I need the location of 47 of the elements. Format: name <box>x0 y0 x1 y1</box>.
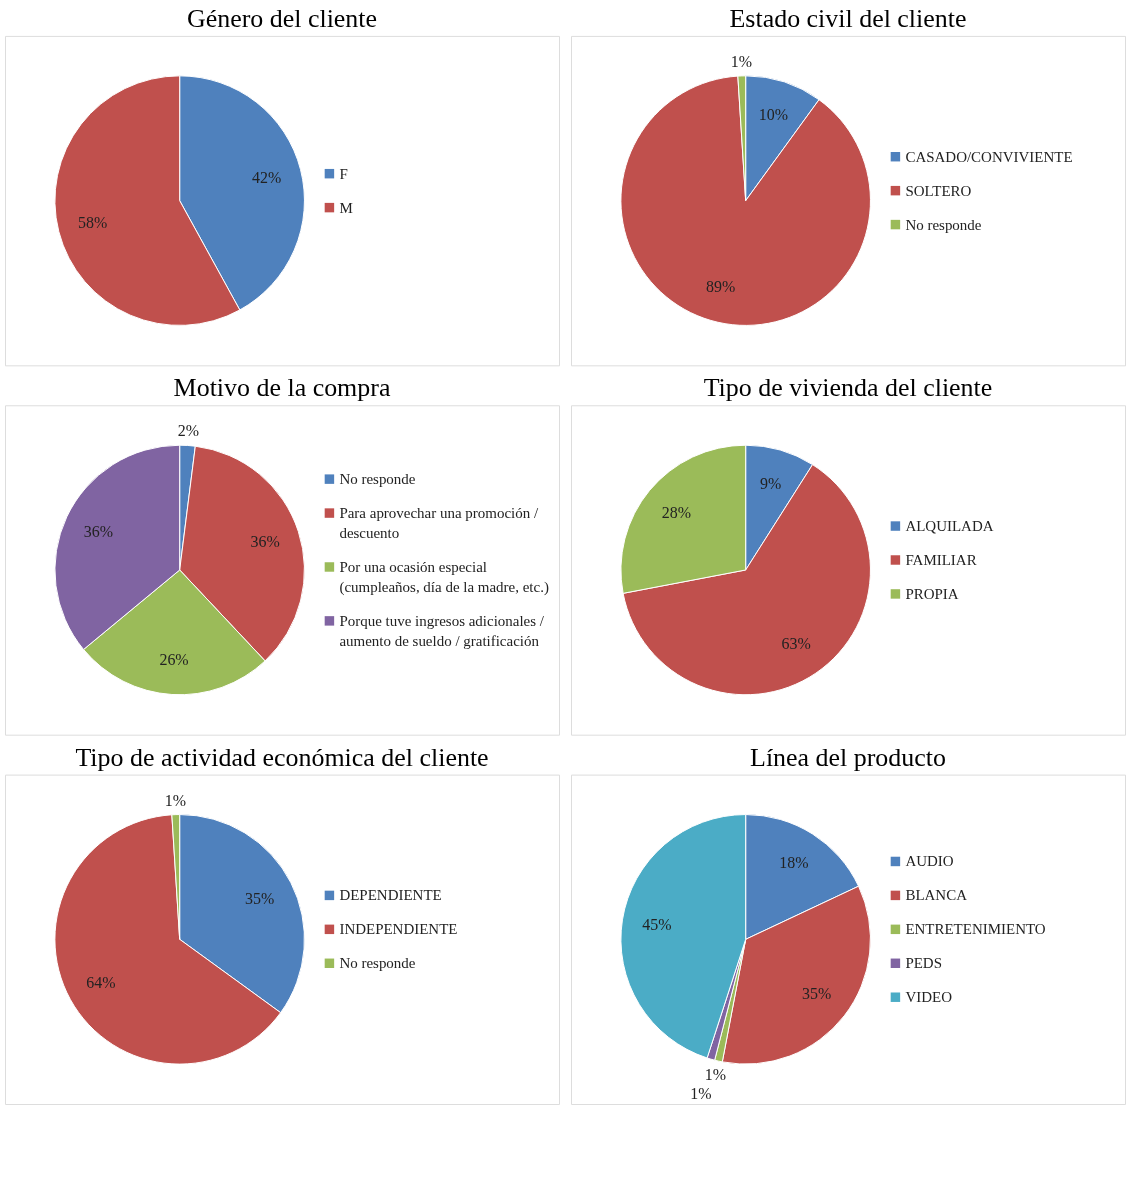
data-label: 58% <box>78 213 108 231</box>
legend-label: No responde <box>905 216 982 233</box>
data-label: 10% <box>758 106 789 124</box>
chart-title: Motivo de la compra <box>173 373 391 403</box>
data-label: 64% <box>86 973 116 991</box>
chart-title: Género del cliente <box>186 3 378 33</box>
legend-label: PROPIA <box>905 585 959 602</box>
data-label: 89% <box>705 277 736 295</box>
legend-label: AUDIO <box>905 853 954 870</box>
legend-label: No responde <box>339 471 416 488</box>
legend-label: F <box>339 165 348 182</box>
data-label: 1% <box>704 1065 727 1083</box>
chart-title: Línea del producto <box>750 742 946 772</box>
pie-slice <box>620 75 871 326</box>
data-label: 18% <box>779 854 809 872</box>
data-label: 1% <box>730 52 752 70</box>
data-label: 36% <box>250 533 280 551</box>
data-label: 9% <box>760 474 782 492</box>
legend-label: No responde <box>339 955 416 972</box>
legend-label: Por una ocasión especial (cumpleaños, día de la madre, etc.) <box>339 558 549 596</box>
legend-label: INDEPENDIENTE <box>339 921 458 938</box>
data-label: 45% <box>642 916 672 934</box>
data-label: 63% <box>781 635 811 653</box>
data-label: 1% <box>690 1084 712 1102</box>
data-label: 35% <box>802 985 832 1003</box>
data-label: 28% <box>661 503 692 521</box>
legend-label: Porque tuve ingresos adicionales / aumento de sueldo / gratificación <box>339 612 545 649</box>
legend-label: Para aprovechar una promoción / descuento <box>339 505 539 542</box>
chart-title: Estado civil del cliente <box>729 3 967 33</box>
data-label: 26% <box>159 650 189 668</box>
chart-title: Tipo de actividad económica del cliente <box>75 742 489 772</box>
data-label: 36% <box>83 522 114 540</box>
data-label: 2% <box>177 422 200 440</box>
legend-label: M <box>339 199 353 216</box>
legend-label: SOLTERO <box>905 182 972 199</box>
legend-label: FAMILIAR <box>905 551 977 568</box>
data-label: 1% <box>164 791 186 809</box>
chart-title: Tipo de vivienda del cliente <box>703 373 993 403</box>
data-label: 42% <box>252 169 282 187</box>
legend-label: BLANCA <box>905 887 968 904</box>
legend-label: ALQUILADA <box>905 518 994 535</box>
legend-label: ENTRETENIMIENTO <box>905 921 1046 938</box>
data-label: 35% <box>245 889 275 907</box>
legend-label: DEPENDIENTE <box>339 887 442 904</box>
legend-label: PEDS <box>905 955 943 972</box>
legend-label: VIDEO <box>905 989 953 1006</box>
legend-label: CASADO/CONVIVIENTE <box>905 148 1073 165</box>
